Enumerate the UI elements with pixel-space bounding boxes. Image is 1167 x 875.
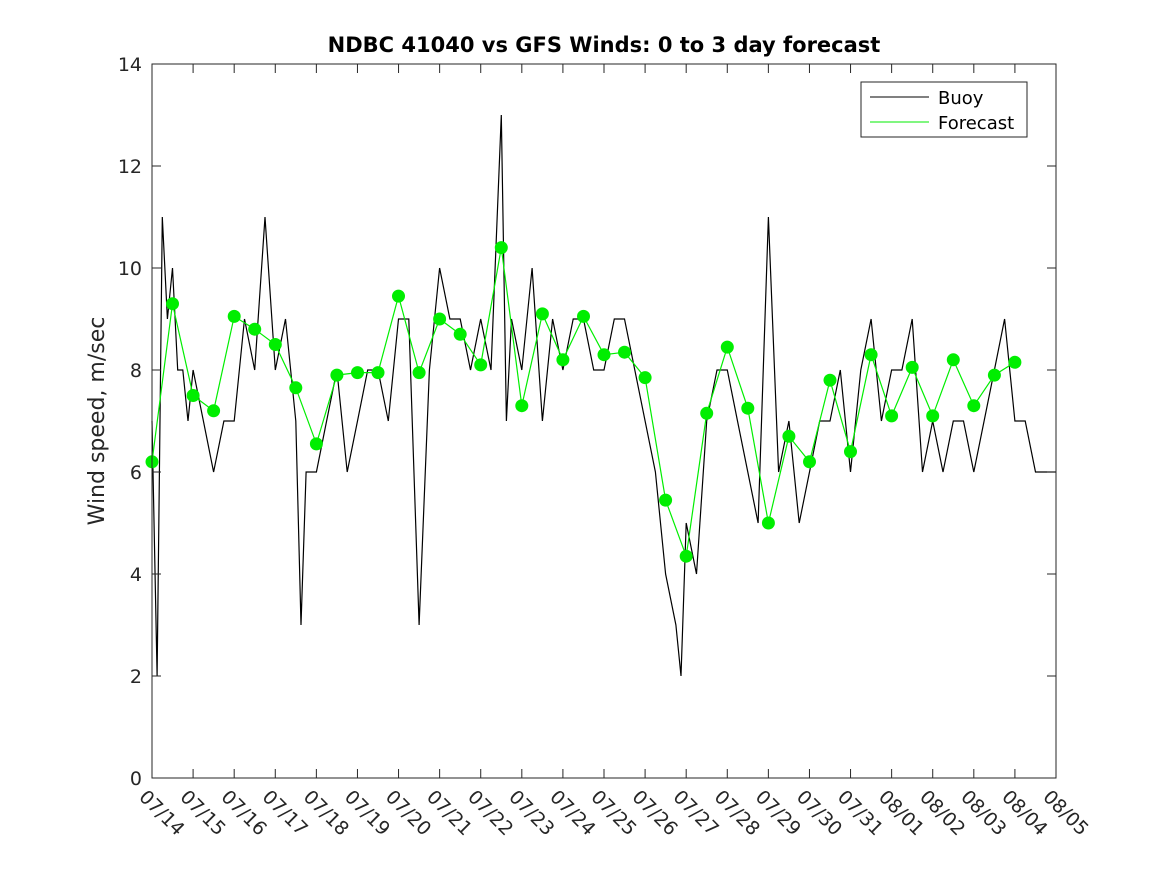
x-tick-label: 08/01 — [874, 786, 928, 840]
forecast-point-marker — [946, 353, 960, 367]
series-line-buoy — [151, 114, 1056, 677]
x-tick-label: 07/27 — [669, 786, 723, 840]
y-tick-label: 14 — [118, 54, 142, 76]
x-tick-label: 07/14 — [134, 786, 188, 840]
y-tick-label: 8 — [130, 360, 142, 382]
x-tick-label: 07/21 — [422, 786, 476, 840]
forecast-point-marker — [556, 353, 570, 367]
forecast-point-marker — [638, 371, 652, 385]
forecast-point-marker — [864, 348, 878, 362]
chart-title: NDBC 41040 vs GFS Winds: 0 to 3 day fore… — [328, 33, 881, 57]
x-tick-label: 07/20 — [381, 786, 435, 840]
x-tick-label: 08/03 — [956, 786, 1010, 840]
forecast-point-marker — [494, 241, 508, 255]
forecast-point-marker — [207, 404, 221, 418]
legend-forecast-label: Forecast — [938, 113, 1014, 134]
forecast-point-marker — [597, 348, 611, 362]
x-axis: 07/1407/1507/1607/1707/1807/1907/2007/21… — [134, 64, 1093, 840]
forecast-point-marker — [515, 399, 529, 413]
forecast-point-marker — [309, 437, 323, 451]
plot-series — [151, 114, 1056, 677]
forecast-point-marker — [741, 401, 755, 415]
y-axis: 0 2 4 6 8 10 12 14 — [118, 54, 1056, 790]
forecast-point-marker — [885, 409, 899, 423]
forecast-point-marker — [803, 455, 816, 469]
x-tick-label: 07/19 — [340, 786, 394, 840]
forecast-point-marker — [844, 445, 857, 459]
forecast-point-marker — [474, 358, 488, 372]
y-axis-label: Wind speed, m/sec — [85, 317, 110, 526]
y-tick-label: 6 — [130, 462, 142, 484]
forecast-point-marker — [823, 373, 837, 387]
x-tick-label: 07/22 — [463, 786, 517, 840]
forecast-point-marker — [618, 345, 631, 359]
forecast-point-marker — [268, 338, 282, 351]
x-tick-label: 07/30 — [792, 786, 846, 840]
x-tick-label: 08/02 — [915, 786, 969, 840]
forecast-point-marker — [987, 368, 1001, 382]
forecast-point-marker — [392, 289, 405, 303]
forecast-point-marker — [782, 429, 796, 443]
forecast-point-marker — [371, 366, 385, 380]
y-tick-label: 2 — [130, 666, 142, 688]
forecast-point-marker — [761, 516, 775, 530]
legend-box — [860, 81, 1028, 138]
x-tick-label: 08/05 — [1038, 786, 1092, 840]
x-tick-label: 07/15 — [176, 786, 230, 840]
forecast-point-marker — [289, 381, 303, 395]
y-tick-label: 10 — [118, 258, 142, 280]
legend-buoy-label: Buoy — [938, 88, 984, 109]
forecast-point-marker — [330, 368, 344, 382]
x-tick-label: 07/24 — [545, 786, 599, 840]
forecast-point-marker — [659, 493, 673, 507]
forecast-point-marker — [433, 312, 447, 326]
y-tick-label: 12 — [118, 156, 142, 178]
x-tick-label: 07/29 — [751, 786, 805, 840]
forecast-point-marker — [926, 409, 940, 423]
forecast-point-marker — [248, 322, 262, 336]
forecast-point-marker — [679, 549, 693, 563]
x-tick-label: 07/26 — [628, 786, 682, 840]
forecast-point-marker — [1008, 355, 1022, 369]
forecast-point-marker — [905, 360, 919, 374]
forecast-point-marker — [166, 297, 179, 311]
plot-area-frame — [151, 63, 1057, 779]
y-tick-label: 0 — [130, 768, 142, 790]
x-tick-label: 07/17 — [258, 786, 312, 840]
x-tick-label: 08/04 — [997, 786, 1051, 840]
x-tick-label: 07/18 — [299, 786, 353, 840]
forecast-point-marker — [227, 309, 241, 323]
x-tick-label: 07/31 — [833, 786, 887, 840]
forecast-point-marker — [453, 327, 467, 341]
forecast-point-marker — [186, 389, 200, 402]
forecast-point-marker — [720, 340, 734, 354]
plot-markers — [145, 241, 1022, 563]
forecast-point-marker — [967, 399, 981, 413]
x-tick-label: 07/25 — [586, 786, 640, 840]
forecast-point-marker — [700, 406, 714, 420]
forecast-point-marker — [535, 307, 549, 321]
x-tick-label: 07/16 — [217, 786, 271, 840]
forecast-point-marker — [351, 366, 364, 380]
x-tick-label: 07/28 — [710, 786, 764, 840]
forecast-point-marker — [577, 309, 590, 323]
legend: Buoy Forecast — [860, 81, 1028, 138]
forecast-point-marker — [412, 366, 426, 380]
y-tick-label: 4 — [130, 564, 142, 586]
x-tick-label: 07/23 — [504, 786, 558, 840]
